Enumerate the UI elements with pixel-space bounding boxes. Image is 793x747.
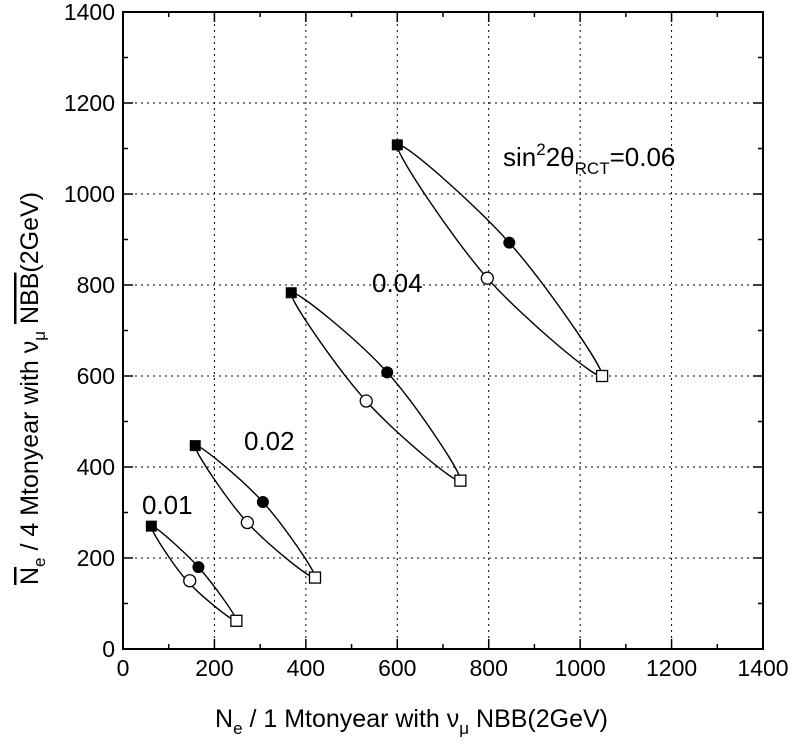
y-axis-title: Ne / 4 Mtonyear with νμ NBB(2GeV) [16,192,49,585]
ellipse-curve [290,291,462,482]
x-tick-label: 400 [287,655,325,681]
ylabel-n: N [16,567,44,585]
x-tick-label: 1200 [646,655,697,681]
x-tick-label: 600 [378,655,416,681]
ellipse-curve [150,525,238,622]
ylabel-space [16,324,44,331]
x-tick-label: 1000 [555,655,606,681]
open-circle-marker [480,271,494,285]
axis-ticks [122,11,764,650]
ylabel-sub-mu: μ [30,331,49,341]
group-label: 0.04 [372,268,423,298]
annotation-sin: sin [503,142,536,172]
header-annotation: sin22θRCT=0.06 [503,140,675,178]
data-markers [145,139,609,627]
ylabel-nbb: NBB [16,273,44,324]
x-tick-label: 1400 [737,655,788,681]
annotation-sup: 2 [536,140,545,159]
group-labels: 0.01 0.02 0.04 [142,268,423,520]
ylabel-end: (2GeV) [16,192,44,273]
tick-labels: 0 200 400 600 800 1000 1200 1400 0 200 400 600 800 10… [64,0,789,681]
ylabel-middle: / 4 Mtonyear with ν [16,341,44,558]
xlabel-sub-mu: μ [459,719,469,738]
ellipses [150,144,603,622]
ellipse-curve [396,144,603,377]
y-tick-label: 0 [102,636,115,662]
y-tick-label: 400 [77,454,115,480]
open-circle-marker [359,394,373,408]
y-tick-label: 1200 [64,90,115,116]
filled-square-marker [189,440,201,452]
annotation-sub: RCT [575,159,610,178]
x-tick-label: 0 [117,655,130,681]
open-square-marker [308,571,322,584]
xlabel-end: NBB(2GeV) [469,705,608,733]
plot-frame [122,11,764,650]
annotation-rest: =0.06 [610,142,676,172]
filled-circle-marker [381,366,394,379]
xlabel-sub-e: e [233,719,242,738]
y-tick-label: 800 [77,272,115,298]
y-tick-label: 1400 [64,0,115,25]
y-tick-label: 600 [77,363,115,389]
ylabel-sub-e: e [30,557,49,566]
x-tick-label: 200 [195,655,233,681]
xlabel-middle: / 1 Mtonyear with ν [243,705,460,733]
x-axis-title: Ne / 1 Mtonyear with νμ NBB(2GeV) [215,705,608,738]
x-tick-label: 800 [470,655,508,681]
group-label: 0.02 [244,426,295,456]
y-tick-label: 1000 [64,181,115,207]
open-square-marker [595,369,609,383]
open-square-marker [230,614,243,627]
y-tick-label: 200 [77,545,115,571]
open-circle-marker [183,574,197,588]
filled-circle-marker [503,236,516,249]
xlabel-n: N [215,705,233,733]
annotation-2theta: 2θ [546,142,575,172]
open-circle-marker [240,515,254,530]
filled-square-marker [285,287,297,299]
filled-square-marker [145,520,157,532]
filled-circle-marker [256,496,269,509]
open-square-marker [454,474,467,487]
group-label: 0.01 [142,490,193,520]
filled-circle-marker [192,561,205,574]
filled-square-marker [391,139,403,151]
grid-lines [123,12,763,649]
